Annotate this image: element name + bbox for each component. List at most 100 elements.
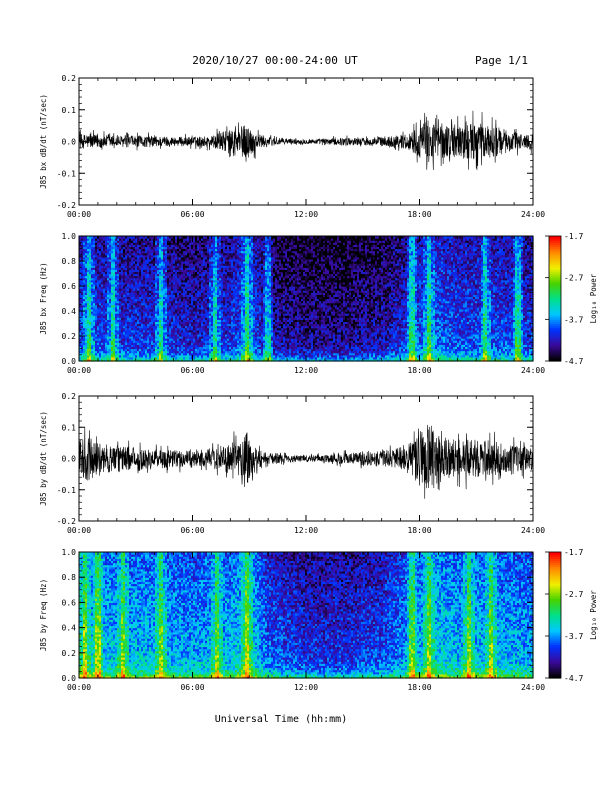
- spectrogram-cell: [151, 250, 154, 254]
- spectrogram-cell: [151, 275, 154, 279]
- spectrogram-cell: [109, 323, 112, 327]
- spectrogram-cell: [155, 356, 158, 360]
- spectrogram-cell: [129, 269, 132, 273]
- spectrogram-cell: [121, 240, 124, 243]
- spectrogram-cell: [95, 238, 98, 241]
- spectrogram-cell: [83, 319, 86, 323]
- spectrogram-cell: [139, 321, 142, 325]
- spectrogram-cell: [129, 338, 132, 341]
- spectrogram-cell: [91, 313, 94, 316]
- spectrogram-cell: [97, 329, 100, 333]
- spectrogram-cell: [91, 263, 94, 266]
- spectrogram-cell: [83, 240, 86, 243]
- spectrogram-cell: [153, 348, 156, 352]
- spectrogram-cell: [93, 358, 96, 362]
- spectrogram-cell: [153, 269, 156, 273]
- spectrogram-cell: [87, 294, 90, 298]
- spectrogram-cell: [153, 333, 156, 337]
- spectrogram-cell: [105, 342, 108, 345]
- spectrogram-cell: [125, 338, 128, 341]
- spectrogram-cell: [95, 329, 98, 333]
- spectrogram-cell: [135, 315, 138, 318]
- spectrogram-cell: [131, 358, 134, 362]
- spectrogram-cell: [141, 323, 144, 327]
- spectrogram-cell: [119, 344, 122, 348]
- spectrogram-cell: [159, 340, 162, 343]
- spectrogram-cell: [87, 283, 90, 287]
- spectrogram-cell: [105, 319, 108, 323]
- spectrogram-cell: [107, 242, 110, 245]
- spectrogram-cell: [143, 248, 146, 252]
- spectrogram-cell: [107, 356, 110, 360]
- spectrogram-cell: [135, 308, 138, 312]
- spectrogram-cell: [157, 348, 160, 352]
- spectrogram-cell: [145, 236, 148, 239]
- spectrogram-cell: [135, 311, 138, 314]
- spectrogram-cell: [101, 300, 104, 304]
- spectrogram-cell: [101, 344, 104, 348]
- spectrogram-cell: [141, 356, 144, 360]
- spectrogram-cell: [157, 338, 160, 341]
- spectrogram-cell: [127, 240, 130, 243]
- spectrogram-cells: [79, 236, 534, 362]
- spectrogram-cell: [105, 242, 108, 245]
- spectrogram-cell: [113, 354, 116, 358]
- spectrogram-cell: [139, 263, 142, 266]
- spectrogram-cell: [139, 254, 142, 258]
- spectrogram-cell: [127, 283, 130, 287]
- spectrogram-cell: [107, 321, 110, 325]
- spectrogram-cell: [115, 265, 118, 268]
- spectrogram-cell: [121, 238, 124, 241]
- spectrogram-cell: [113, 315, 116, 318]
- spectrogram-cell: [121, 242, 124, 245]
- spectrogram-cell: [83, 275, 86, 279]
- spectrogram-cell: [147, 327, 150, 331]
- spectrogram-cell: [117, 352, 120, 356]
- spectrogram-cell: [95, 269, 98, 273]
- spectrogram-cell: [137, 267, 140, 270]
- spectrogram-cell: [85, 286, 88, 289]
- spectrogram-cell: [97, 248, 100, 252]
- spectrogram-cell: [107, 250, 110, 254]
- spectrogram-cell: [81, 302, 84, 306]
- spectrogram-cell: [137, 344, 140, 348]
- spectrogram-cell: [151, 329, 154, 333]
- spectrogram-cell: [105, 240, 108, 243]
- spectrogram-cell: [119, 325, 122, 329]
- spectrogram-cell: [81, 298, 84, 302]
- spectrogram-cell: [79, 275, 82, 279]
- spectrogram-cell: [145, 321, 148, 325]
- spectrogram-cell: [119, 313, 122, 316]
- spectrogram-cell: [111, 327, 114, 331]
- spectrogram-cell: [115, 263, 118, 266]
- spectrogram-cell: [105, 277, 108, 281]
- spectrogram-cell: [135, 279, 138, 283]
- spectrogram-cell: [157, 288, 160, 291]
- spectrogram-cell: [153, 338, 156, 341]
- spectrogram-cell: [139, 327, 142, 331]
- spectrogram-cell: [97, 277, 100, 281]
- spectrogram-cell: [99, 352, 102, 356]
- spectrogram-cell: [121, 338, 124, 341]
- spectrogram-cell: [141, 354, 144, 358]
- spectrogram-cell: [105, 300, 108, 304]
- spectrogram-cell: [141, 258, 144, 262]
- spectrogram-cell: [115, 271, 118, 275]
- spectrogram-cell: [143, 342, 146, 345]
- spectrogram-cell: [119, 356, 122, 360]
- spectrogram-cell: [79, 336, 82, 339]
- spectrogram-cell: [113, 273, 116, 277]
- spectrogram-cell: [133, 327, 136, 331]
- spectrogram-cell: [81, 331, 84, 335]
- spectrogram-cell: [97, 252, 100, 256]
- spectrogram-cell: [119, 331, 122, 335]
- spectrogram-cell: [129, 340, 132, 343]
- spectrogram-cell: [93, 296, 96, 300]
- spectrogram-cell: [147, 311, 150, 314]
- spectrogram-cell: [139, 313, 142, 316]
- spectrogram-cell: [103, 252, 106, 256]
- spectrogram-cell: [119, 252, 122, 256]
- spectrogram-cell: [121, 336, 124, 339]
- spectrogram-cell: [79, 261, 82, 264]
- spectrogram-cell: [141, 292, 144, 295]
